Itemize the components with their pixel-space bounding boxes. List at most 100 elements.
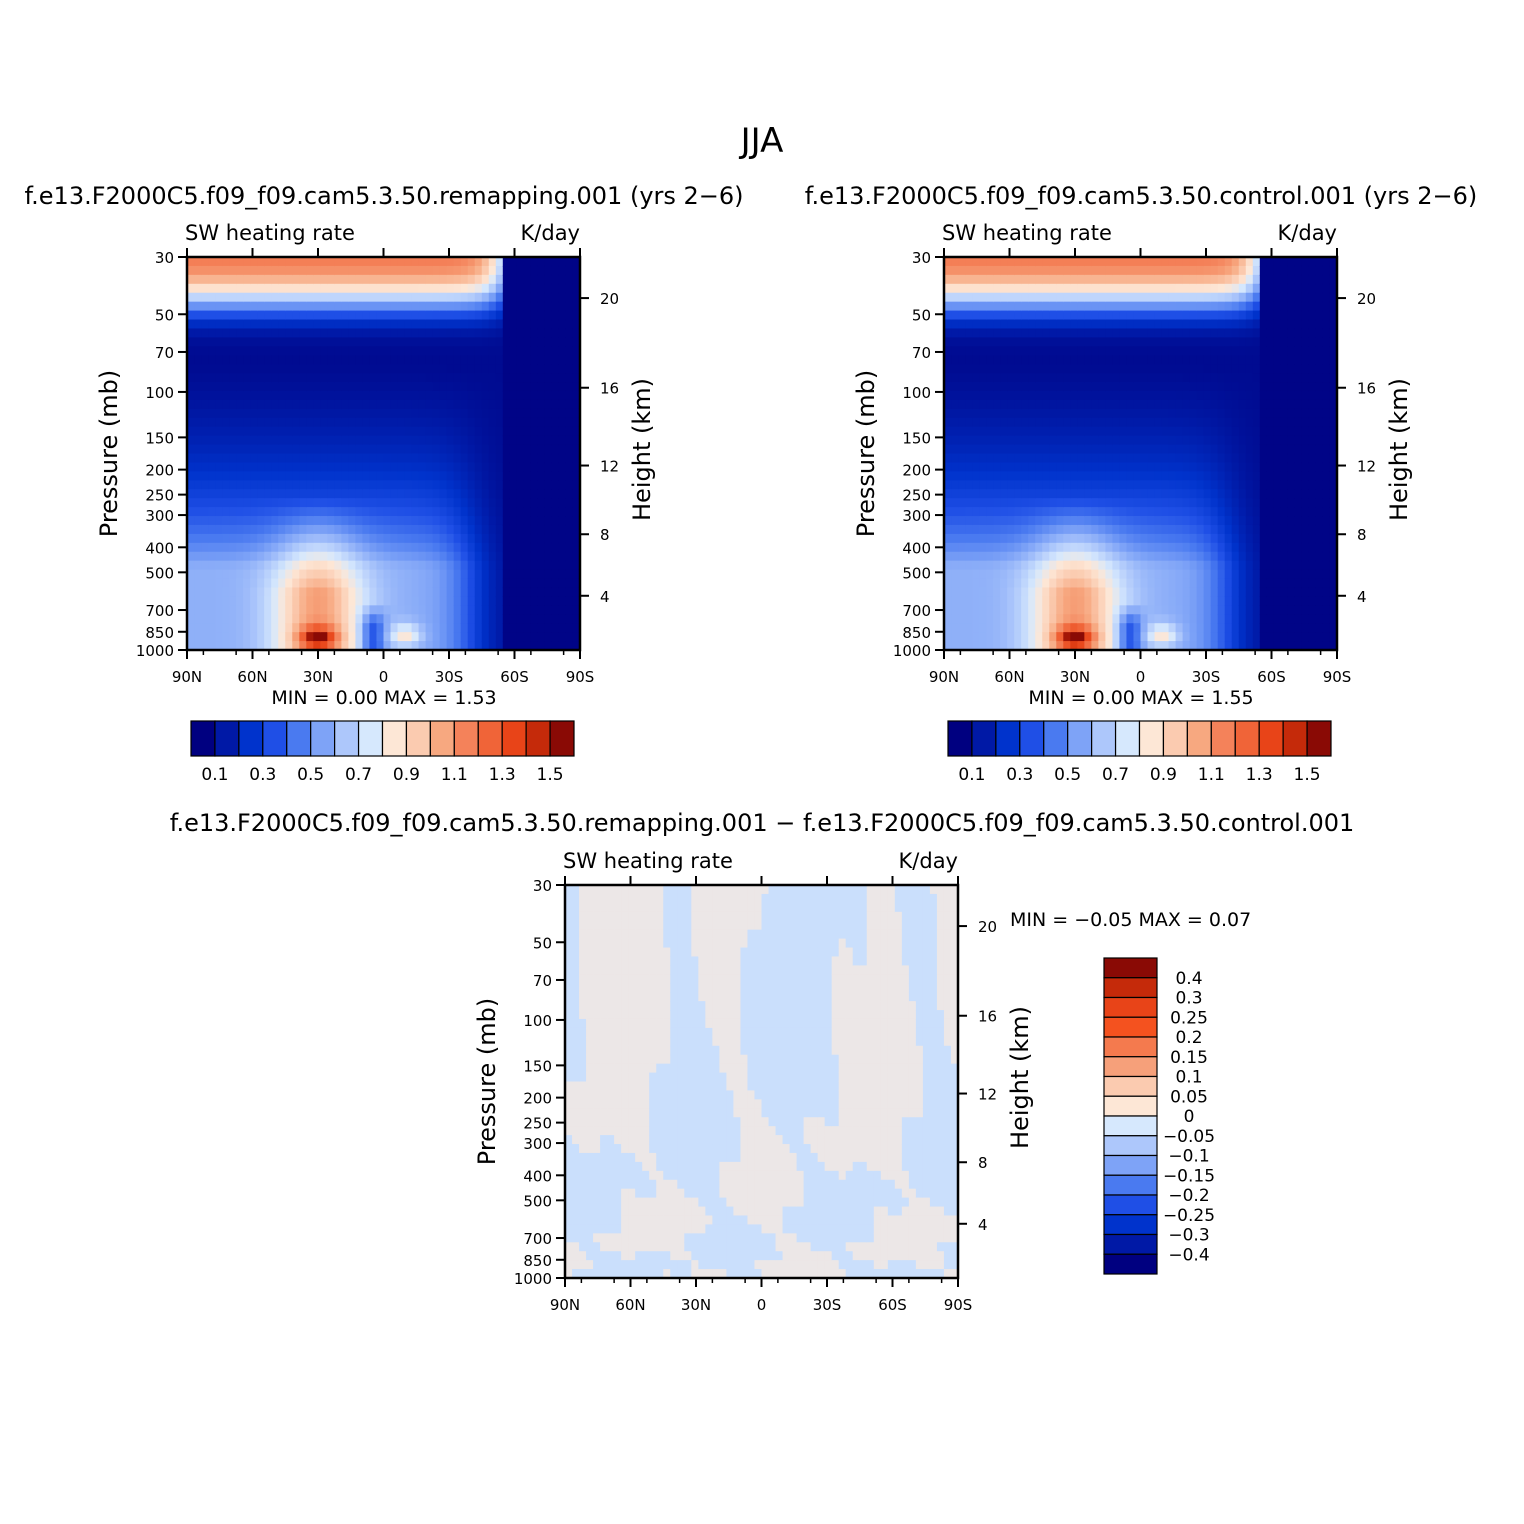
field-cell <box>544 274 553 285</box>
field-cell <box>530 408 539 419</box>
field-cell <box>986 569 994 580</box>
colorbar: 0.1 0.3 0.5 0.7 0.9 1.1 1.3 1.5 <box>190 720 575 785</box>
field-cell <box>965 417 973 428</box>
field-cell <box>1287 605 1296 615</box>
field-cell <box>1287 587 1296 598</box>
field-cell <box>390 533 399 544</box>
field-cell <box>502 283 511 294</box>
field-cell <box>313 292 321 303</box>
field-cell <box>355 346 364 356</box>
field-cell <box>1070 292 1078 303</box>
field-cell <box>1056 507 1064 517</box>
field-cell <box>1287 524 1296 535</box>
field-cell <box>1056 426 1064 437</box>
field-cell <box>1070 587 1078 598</box>
field-cell <box>341 641 350 651</box>
field-cell <box>313 551 321 562</box>
field-cell <box>944 435 952 446</box>
field-cell <box>1259 578 1268 589</box>
field-cell <box>1049 417 1057 428</box>
field-cell <box>993 417 1001 428</box>
field-cell <box>1308 489 1317 499</box>
field-cell <box>1154 542 1163 553</box>
field-cell <box>1140 507 1149 517</box>
field-cell <box>1280 516 1289 526</box>
field-cell <box>383 471 392 481</box>
field-cell <box>1098 301 1107 312</box>
field-cell <box>1084 516 1092 526</box>
field-cell <box>1224 274 1233 285</box>
field-cell <box>285 498 293 508</box>
field-cell <box>1189 355 1198 365</box>
field-cell <box>495 471 504 481</box>
field-cell <box>1266 614 1275 624</box>
field-cell <box>979 641 987 651</box>
field-cell <box>1280 408 1289 419</box>
field-cell <box>495 283 504 294</box>
field-cell <box>474 319 483 330</box>
field-cell <box>285 462 293 472</box>
field-cell <box>327 310 335 321</box>
field-cell <box>369 257 378 267</box>
field-cell <box>369 632 378 642</box>
field-cell <box>257 632 265 642</box>
panel-title: f.e13.F2000C5.f09_f09.cam5.3.50.remappin… <box>24 182 743 210</box>
field-cell <box>1168 542 1177 553</box>
field-cell <box>1259 319 1268 330</box>
field-cell <box>320 310 328 321</box>
field-cell <box>509 435 518 446</box>
field-cell <box>1140 641 1149 651</box>
field-cell <box>467 408 476 419</box>
field-cell <box>341 551 350 562</box>
field-cell <box>187 560 195 571</box>
field-cell <box>1224 283 1233 294</box>
field-cell <box>348 274 357 285</box>
field-cell <box>558 301 567 312</box>
field-cell <box>1280 569 1289 580</box>
field-cell <box>1049 292 1057 303</box>
field-cell <box>271 435 279 446</box>
field-cell <box>1147 408 1156 419</box>
field-cell <box>278 623 286 633</box>
field-cell <box>369 364 378 374</box>
field-cell <box>1217 328 1226 338</box>
field-cell <box>201 310 209 321</box>
y-tick-label: 400 <box>145 539 174 557</box>
field-cell <box>1126 274 1135 285</box>
field-cell <box>986 444 994 455</box>
field-cell <box>1203 337 1212 347</box>
field-cell <box>1007 480 1015 490</box>
field-cell <box>1112 524 1121 535</box>
field-cell <box>509 399 518 410</box>
field-cell <box>320 480 328 490</box>
field-cell <box>348 328 357 338</box>
field-cell <box>229 462 237 472</box>
field-cell <box>544 489 553 499</box>
field-cell <box>418 596 427 606</box>
field-cell <box>292 426 300 437</box>
field-cell <box>1175 489 1184 499</box>
field-cell <box>1182 319 1191 330</box>
field-cell <box>1224 471 1233 481</box>
field-cell <box>509 641 518 651</box>
field-cell <box>979 578 987 589</box>
field-cell <box>327 551 335 562</box>
field-cell <box>1294 337 1303 347</box>
field-cell <box>1322 453 1331 464</box>
field-cell <box>1042 355 1050 365</box>
x-tick-label: 0 <box>379 668 389 686</box>
field-cell <box>187 498 195 508</box>
field-cell <box>951 471 959 481</box>
field-cell <box>376 516 385 526</box>
field-cell <box>1287 408 1296 419</box>
field-cell <box>390 373 399 383</box>
field-cell <box>257 605 265 615</box>
field-cell <box>418 283 427 294</box>
field-cell <box>404 489 413 499</box>
field-cell <box>411 587 420 598</box>
field-cell <box>334 524 342 535</box>
field-cell <box>439 364 448 374</box>
field-cell <box>558 408 567 419</box>
field-cell <box>348 435 357 446</box>
field-cell <box>285 516 293 526</box>
